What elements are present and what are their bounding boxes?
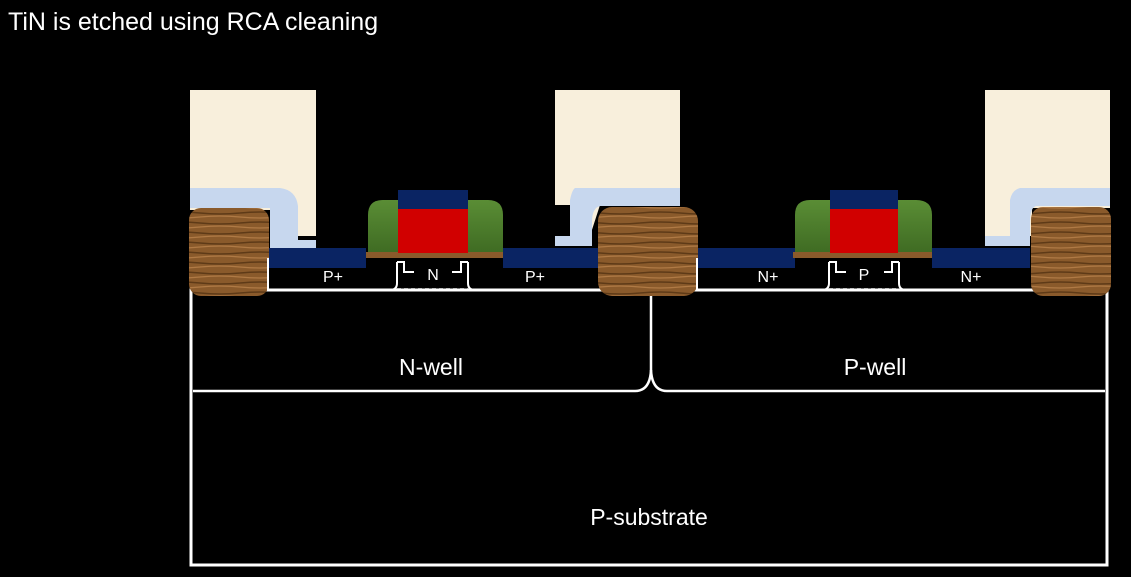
silicide-pmos-drain	[503, 248, 601, 268]
nmos-drain-region	[898, 262, 1031, 291]
label-pmos-channel: N	[427, 267, 439, 284]
nmos-ldd-right	[884, 261, 899, 273]
label-p-well: P-well	[844, 354, 907, 380]
nmos-ldd-left	[829, 261, 846, 273]
p-well-outline	[649, 369, 1105, 393]
silicide-nmos-drain	[932, 248, 1030, 268]
nmos-gate-stack	[793, 190, 932, 258]
pmos-drain-region	[467, 262, 600, 291]
oxide-block-middle	[555, 90, 680, 246]
nmos-source-region	[696, 258, 830, 291]
oxide-block-right	[985, 90, 1110, 246]
pmos-source-region	[267, 258, 398, 291]
isolation-middle	[598, 207, 698, 296]
label-nmos-drain: N+	[961, 269, 982, 286]
label-nmos-channel: P	[859, 267, 870, 284]
pmos-ldd-left	[397, 261, 414, 273]
isolation-left	[189, 208, 269, 296]
label-pmos-source: P+	[323, 269, 343, 286]
label-nmos-source: N+	[758, 269, 779, 286]
label-pmos-drain: P+	[525, 269, 545, 286]
silicide-pmos-source	[268, 248, 366, 268]
label-n-well: N-well	[399, 354, 463, 380]
isolation-right	[1031, 207, 1111, 296]
pmos-gate-stack	[366, 190, 503, 258]
pmos-ldd-right	[452, 261, 468, 273]
label-p-substrate: P-substrate	[590, 504, 708, 530]
slide-title: TiN is etched using RCA cleaning	[8, 8, 379, 36]
silicide-nmos-source	[697, 248, 795, 268]
oxide-block-left	[190, 90, 316, 250]
